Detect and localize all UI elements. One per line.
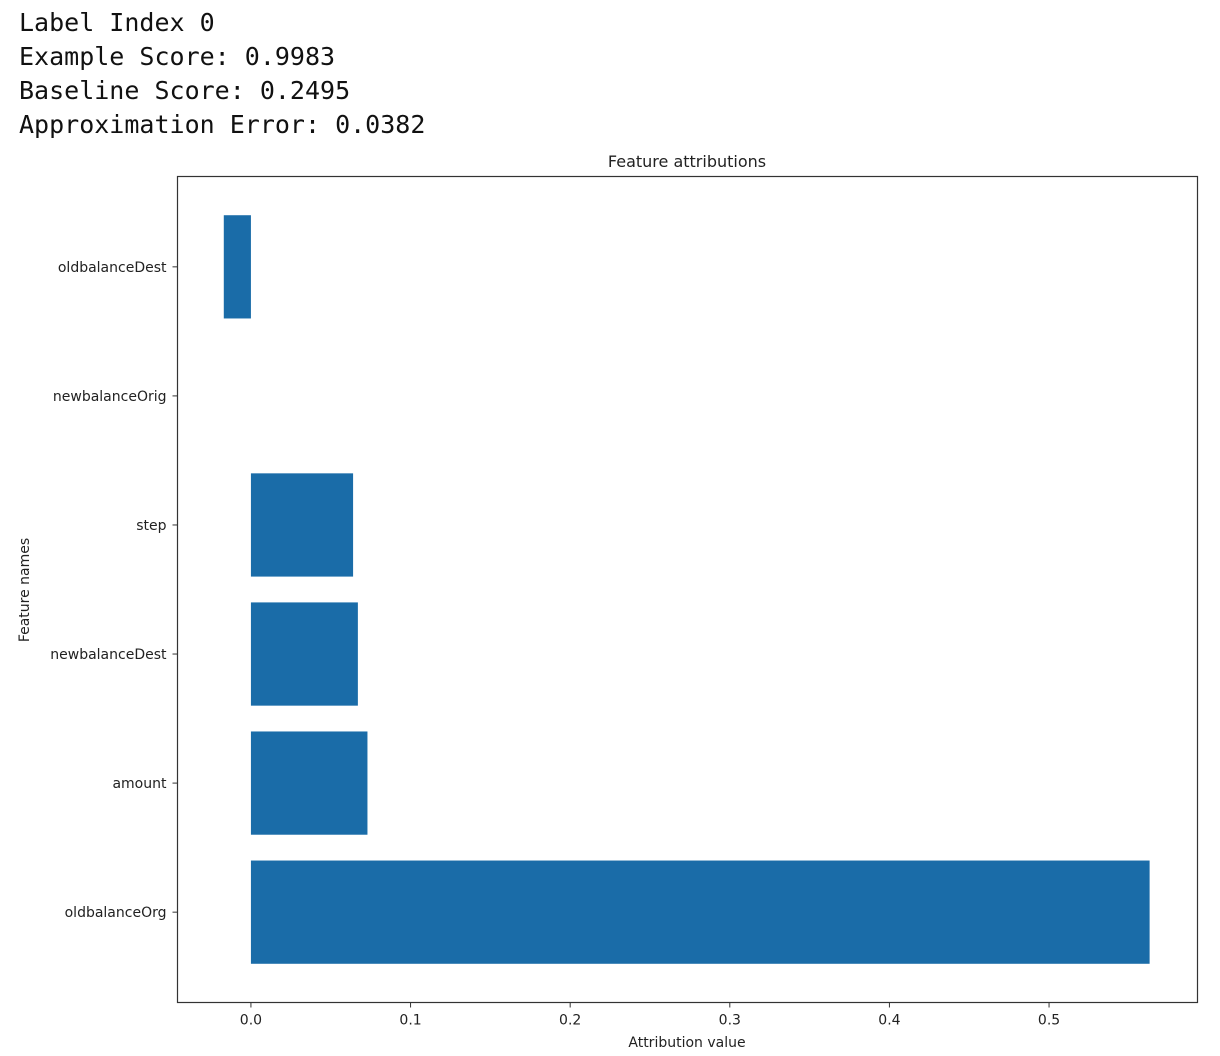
y-tick-label: step [136,518,166,534]
y-tick-label: amount [112,776,167,792]
y-tick-label: oldbalanceDest [58,260,167,276]
bar-oldbalanceDest [223,215,251,319]
y-axis-label: Feature names [17,538,33,642]
x-tick-label: 0.4 [878,1013,900,1029]
bar-oldbalanceOrg [250,860,1150,964]
label-index: Label Index 0 [19,8,215,37]
y-tick-label: newbalanceDest [50,647,167,663]
x-tick-label: 0.1 [399,1013,421,1029]
bar-step [250,473,354,577]
example-score: Example Score: 0.9983 [19,42,336,71]
x-tick-label: 0.2 [559,1013,581,1029]
bar-amount [250,731,368,835]
y-tick-label: oldbalanceOrg [65,905,167,921]
x-axis-label: Attribution value [628,1035,745,1051]
x-tick-label: 0.3 [719,1013,741,1029]
x-tick-label: 0.5 [1038,1013,1060,1029]
attribution-summary: Label Index 0 Example Score: 0.9983 Base… [19,6,425,142]
approximation-error: Approximation Error: 0.0382 [19,110,426,139]
chart-title: Feature attributions [608,152,766,171]
baseline-score: Baseline Score: 0.2495 [19,76,351,105]
bar-newbalanceDest [250,602,358,706]
y-tick-label: newbalanceOrig [53,389,167,405]
plot-frame [176,175,1199,1004]
x-tick-label: 0.0 [240,1013,262,1029]
